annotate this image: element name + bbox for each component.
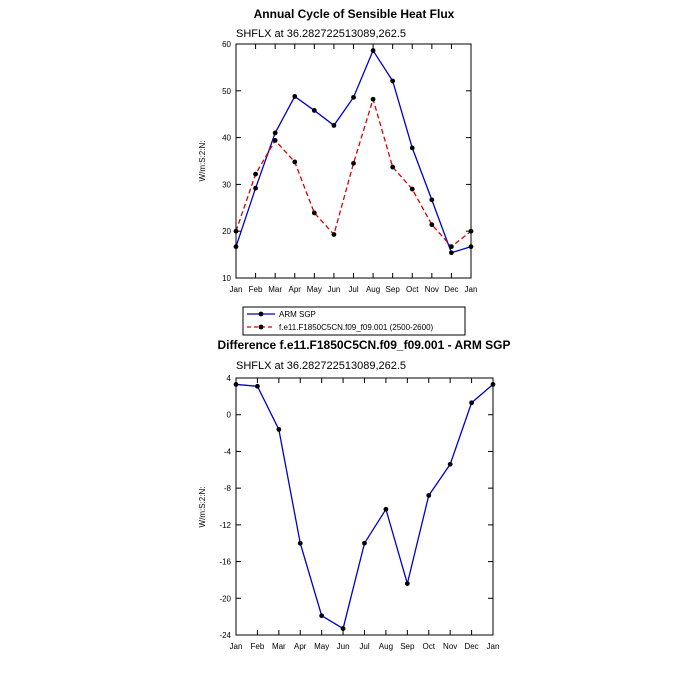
top-xtick-label: Jan xyxy=(465,285,478,294)
top-ytick-label: 40 xyxy=(222,134,231,143)
bottom-plot-frame xyxy=(235,377,494,636)
bottom-ytick-label: -8 xyxy=(224,484,232,493)
top-series-0-point xyxy=(233,244,239,250)
top-series-0-point xyxy=(468,244,474,250)
bottom-series-0-point xyxy=(319,613,325,619)
top-xtick-label: Oct xyxy=(406,285,419,294)
bottom-xtick-label: Sep xyxy=(400,642,415,651)
legend-marker-arm-sgp xyxy=(258,311,264,317)
top-xtick-label: Jun xyxy=(327,285,340,294)
top-chart-ylabel: W/m:S:2:N: xyxy=(198,141,207,182)
bottom-xtick-label: Oct xyxy=(423,642,436,651)
bottom-xtick-label: Dec xyxy=(464,642,478,651)
bottom-series-0-point xyxy=(426,493,432,498)
top-series-1-point xyxy=(233,228,239,234)
bottom-xtick-label: Mar xyxy=(272,642,286,651)
bottom-chart-subtitle: SHFLX at 36.282722513089,262.5 xyxy=(236,360,406,372)
top-series-1-point xyxy=(449,244,454,250)
top-ytick-label: 10 xyxy=(222,274,231,283)
top-series-0-point xyxy=(429,197,435,203)
bottom-series-0-point xyxy=(404,581,410,586)
top-series-0-point xyxy=(311,108,317,113)
top-ytick-label: 60 xyxy=(222,40,231,49)
bottom-xtick-label: May xyxy=(314,642,329,651)
bottom-ytick-label: 0 xyxy=(227,411,232,420)
bottom-xtick-label: Jun xyxy=(337,642,350,651)
top-series-0-point xyxy=(292,94,298,99)
bottom-series-0-point xyxy=(233,382,239,387)
top-series-1-point xyxy=(272,138,278,143)
top-xtick-label: Apr xyxy=(289,285,302,294)
top-series-1-point xyxy=(370,96,376,102)
top-series-1-point xyxy=(429,222,435,228)
top-xtick-label: Dec xyxy=(444,285,458,294)
bottom-ytick-label: -16 xyxy=(219,558,231,567)
top-series-1-point xyxy=(292,159,298,165)
legend-label-model: f.e11.F1850C5CN.f09_f09.001 (2500-2600) xyxy=(279,323,434,332)
top-ytick-label: 20 xyxy=(222,227,231,236)
top-series-0-point xyxy=(390,78,396,84)
bottom-xtick-label: Jul xyxy=(359,642,369,651)
top-ytick-label: 30 xyxy=(222,180,231,189)
bottom-ytick-label: -20 xyxy=(219,594,231,603)
top-series-1-point xyxy=(331,232,337,237)
top-series-0-point xyxy=(370,48,376,53)
top-series-1-point xyxy=(468,228,474,234)
bottom-series-line-0 xyxy=(235,383,494,630)
bottom-ytick-label: -24 xyxy=(219,631,231,640)
top-series-0-point xyxy=(351,94,356,100)
bottom-series-0-point xyxy=(276,427,282,432)
bottom-series-0-point xyxy=(362,540,367,546)
bottom-xtick-label: Nov xyxy=(443,642,457,651)
top-xtick-label: Jul xyxy=(348,285,358,294)
top-series-1-point xyxy=(253,171,258,177)
top-series-1-point xyxy=(390,164,396,170)
bottom-series-0-point xyxy=(297,540,303,546)
bottom-series-0-point xyxy=(255,383,260,389)
top-xtick-label: Aug xyxy=(366,285,380,294)
legend-box xyxy=(242,306,466,336)
bottom-ytick-label: -4 xyxy=(224,447,232,456)
bottom-chart-ylabel: W/m:S:2:N: xyxy=(198,487,207,528)
bottom-xtick-label: Feb xyxy=(251,642,265,651)
legend-marker-model xyxy=(258,324,264,330)
top-series-0-point xyxy=(253,185,258,191)
bottom-plot-area: 4 0 -4 -8 -12 -16 -20 -24 Jan Feb Mar Apr May Jun Jul A… xyxy=(219,374,499,651)
bottom-ytick-label: 4 xyxy=(227,374,232,383)
bottom-series-0-point xyxy=(383,506,389,512)
top-series-0-point xyxy=(409,145,415,151)
top-series-1-point xyxy=(351,160,356,166)
top-series-line-1 xyxy=(235,96,472,248)
top-series-0-point xyxy=(449,250,454,256)
bottom-series-0-point xyxy=(490,382,496,387)
top-chart-subtitle: SHFLX at 36.282722513089,262.5 xyxy=(236,28,406,40)
top-series-1-point xyxy=(311,210,317,216)
top-xtick-label: Sep xyxy=(386,285,401,294)
bottom-chart-title: Difference f.e11.F1850C5CN.f09_f09.001 -… xyxy=(217,338,510,352)
legend-label-arm-sgp: ARM SGP xyxy=(279,310,316,319)
bottom-xtick-label: Aug xyxy=(379,642,393,651)
top-xtick-label: Jan xyxy=(230,285,243,294)
legend: ARM SGP f.e11.F1850C5CN.f09_f09.001 (250… xyxy=(242,306,466,336)
top-xtick-label: Mar xyxy=(268,285,282,294)
bottom-xtick-label: Apr xyxy=(294,642,307,651)
top-series-0-point xyxy=(272,130,278,136)
top-series-1-point xyxy=(409,186,415,192)
top-xtick-label: Feb xyxy=(249,285,263,294)
bottom-xtick-label: Jan xyxy=(487,642,500,651)
bottom-xtick-label: Jan xyxy=(230,642,243,651)
top-series-0-point xyxy=(331,123,337,128)
top-chart-title: Annual Cycle of Sensible Heat Flux xyxy=(254,7,455,21)
bottom-series-0-point xyxy=(469,400,474,406)
top-xtick-label: Nov xyxy=(425,285,439,294)
top-plot-area: 10 20 30 40 50 60 Jan Feb Mar Apr May Jun Jul Aug Sep O… xyxy=(222,40,477,294)
bottom-ytick-label: -12 xyxy=(219,521,231,530)
bottom-series-0-point xyxy=(340,626,346,631)
top-ytick-label: 50 xyxy=(222,87,231,96)
top-series-line-0 xyxy=(235,49,472,254)
top-xtick-label: May xyxy=(307,285,322,294)
bottom-series-0-point xyxy=(447,461,453,467)
